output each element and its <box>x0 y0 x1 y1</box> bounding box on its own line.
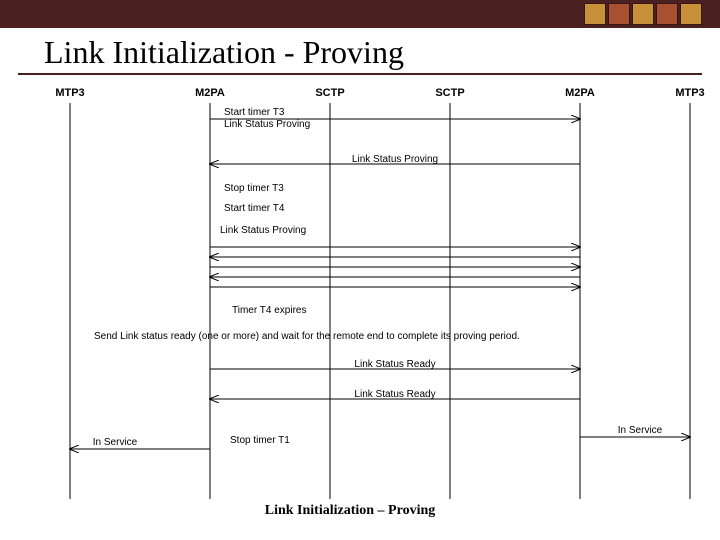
lifeline-label: MTP3 <box>675 87 704 99</box>
message-label: Link Status Ready <box>354 359 435 370</box>
lifeline-label: SCTP <box>315 87 344 99</box>
annotation-text: Timer T4 expires <box>232 305 306 316</box>
annotation-text: Stop timer T3 <box>224 183 284 194</box>
lifeline-label: M2PA <box>565 87 595 99</box>
decor-square <box>680 3 702 25</box>
arrows-layer <box>10 79 710 529</box>
decor-squares <box>584 3 702 25</box>
lifeline-label: MTP3 <box>55 87 84 99</box>
message-label: In Service <box>93 437 137 448</box>
message-label: Link Status Ready <box>354 389 435 400</box>
decor-square <box>632 3 654 25</box>
annotation-text: Link Status Proving <box>220 225 306 236</box>
title-bar <box>0 0 720 28</box>
lifeline-label: SCTP <box>435 87 464 99</box>
message-label: In Service <box>618 425 662 436</box>
decor-square <box>584 3 606 25</box>
decor-square <box>656 3 678 25</box>
annotation-text: Send Link status ready (one or more) and… <box>94 331 520 342</box>
diagram-caption: Link Initialization – Proving <box>265 503 436 519</box>
annotation-text: Start timer T3 <box>224 107 284 118</box>
message-label: Link Status Proving <box>352 154 438 165</box>
annotation-text: Start timer T4 <box>224 203 284 214</box>
lifeline-label: M2PA <box>195 87 225 99</box>
title-underline <box>18 73 702 75</box>
sequence-diagram: MTP3 M2PA SCTP SCTP M2PA MTP3 Link Status Prov… <box>10 79 710 529</box>
decor-square <box>608 3 630 25</box>
annotation-text: Stop timer T1 <box>230 435 290 446</box>
page-title: Link Initialization - Proving <box>0 28 720 73</box>
annotation-text: Link Status Proving <box>224 119 310 130</box>
